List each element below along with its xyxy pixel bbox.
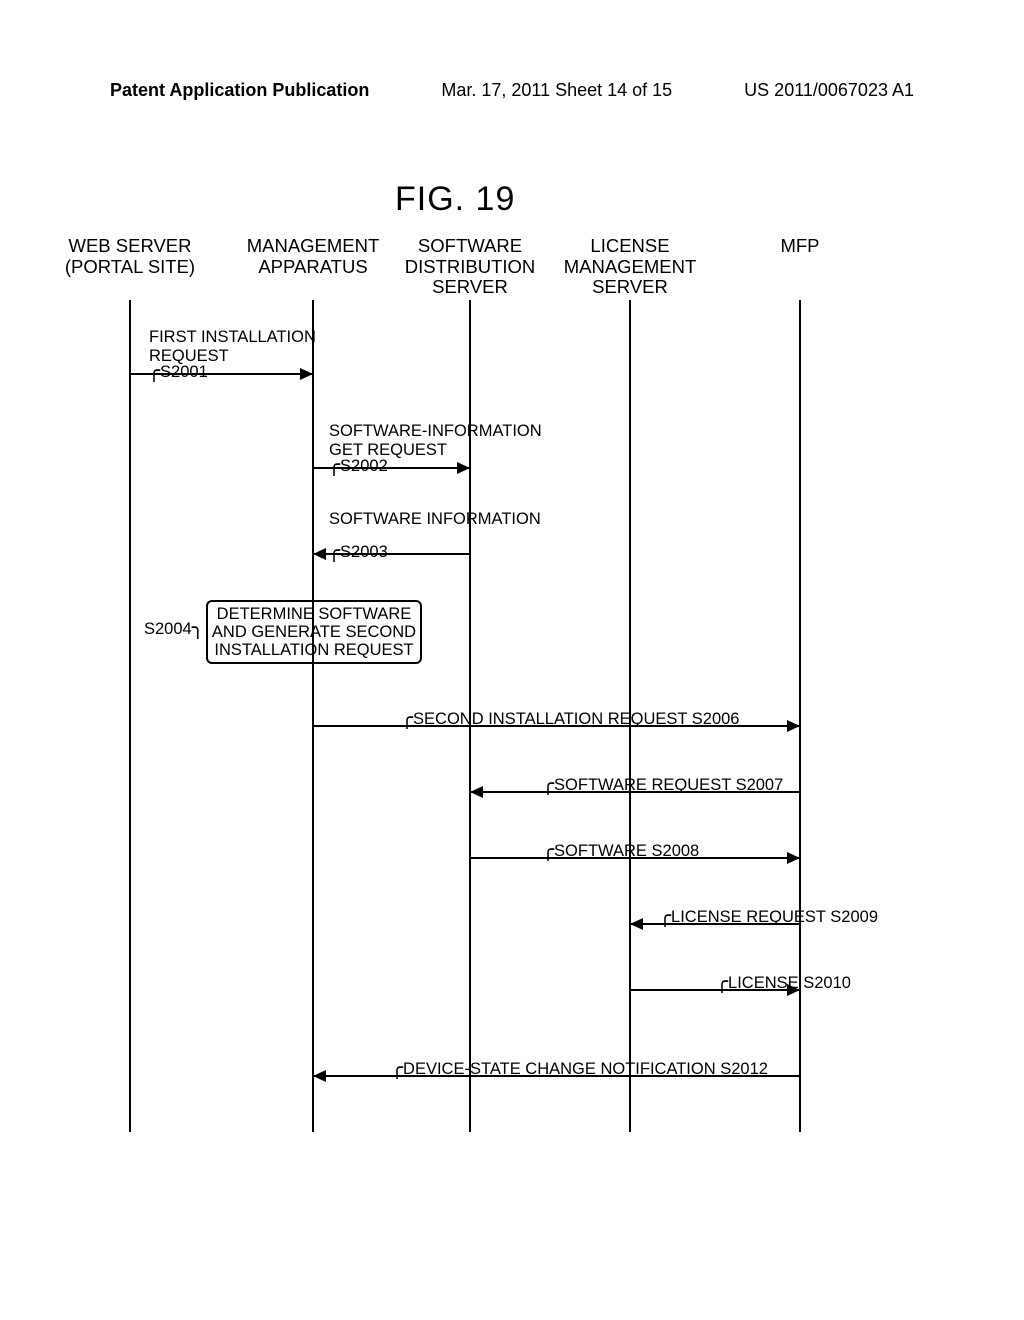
actor-a0: WEB SERVER (PORTAL SITE)	[40, 236, 220, 277]
step-label-s2003: ╭S2003	[328, 538, 388, 563]
message-label-s2003: SOFTWARE INFORMATION	[329, 510, 541, 529]
process-box-s2004: DETERMINE SOFTWARE AND GENERATE SECOND I…	[206, 600, 422, 664]
pub-left: Patent Application Publication	[110, 80, 369, 101]
arrow-s2001	[300, 368, 313, 380]
lifeline-a1	[312, 300, 314, 1132]
actor-a2: SOFTWARE DISTRIBUTION SERVER	[380, 236, 560, 298]
actor-a3: LICENSE MANAGEMENT SERVER	[540, 236, 720, 298]
step-label-s2002: ╭S2002	[328, 452, 388, 477]
arrow-s2002	[457, 462, 470, 474]
pub-mid: Mar. 17, 2011 Sheet 14 of 15	[441, 80, 672, 101]
actor-a4: MFP	[710, 236, 890, 257]
lifeline-a4	[799, 300, 801, 1132]
step-label-s2001: ╭S2001	[148, 358, 208, 383]
message-label-s2007: ╭SOFTWARE REQUEST S2007	[542, 771, 783, 796]
arrow-s2009	[630, 918, 643, 930]
message-label-s2012: ╭DEVICE-STATE CHANGE NOTIFICATION S2012	[391, 1055, 768, 1080]
lifeline-a0	[129, 300, 131, 1132]
step-label-s2004: S2004╮	[144, 615, 204, 640]
pub-right: US 2011/0067023 A1	[744, 80, 914, 101]
arrow-s2003	[313, 548, 326, 560]
arrow-s2012	[313, 1070, 326, 1082]
message-label-s2008: ╭SOFTWARE S2008	[542, 837, 699, 862]
message-label-s2006: ╭SECOND INSTALLATION REQUEST S2006	[401, 705, 739, 730]
message-label-s2009: ╭LICENSE REQUEST S2009	[659, 903, 878, 928]
actor-a1: MANAGEMENT APPARATUS	[223, 236, 403, 277]
arrow-s2007	[470, 786, 483, 798]
message-label-s2010: ╭LICENSE S2010	[716, 969, 851, 994]
arrow-s2006	[787, 720, 800, 732]
figure-title: FIG. 19	[395, 180, 515, 219]
arrow-s2008	[787, 852, 800, 864]
